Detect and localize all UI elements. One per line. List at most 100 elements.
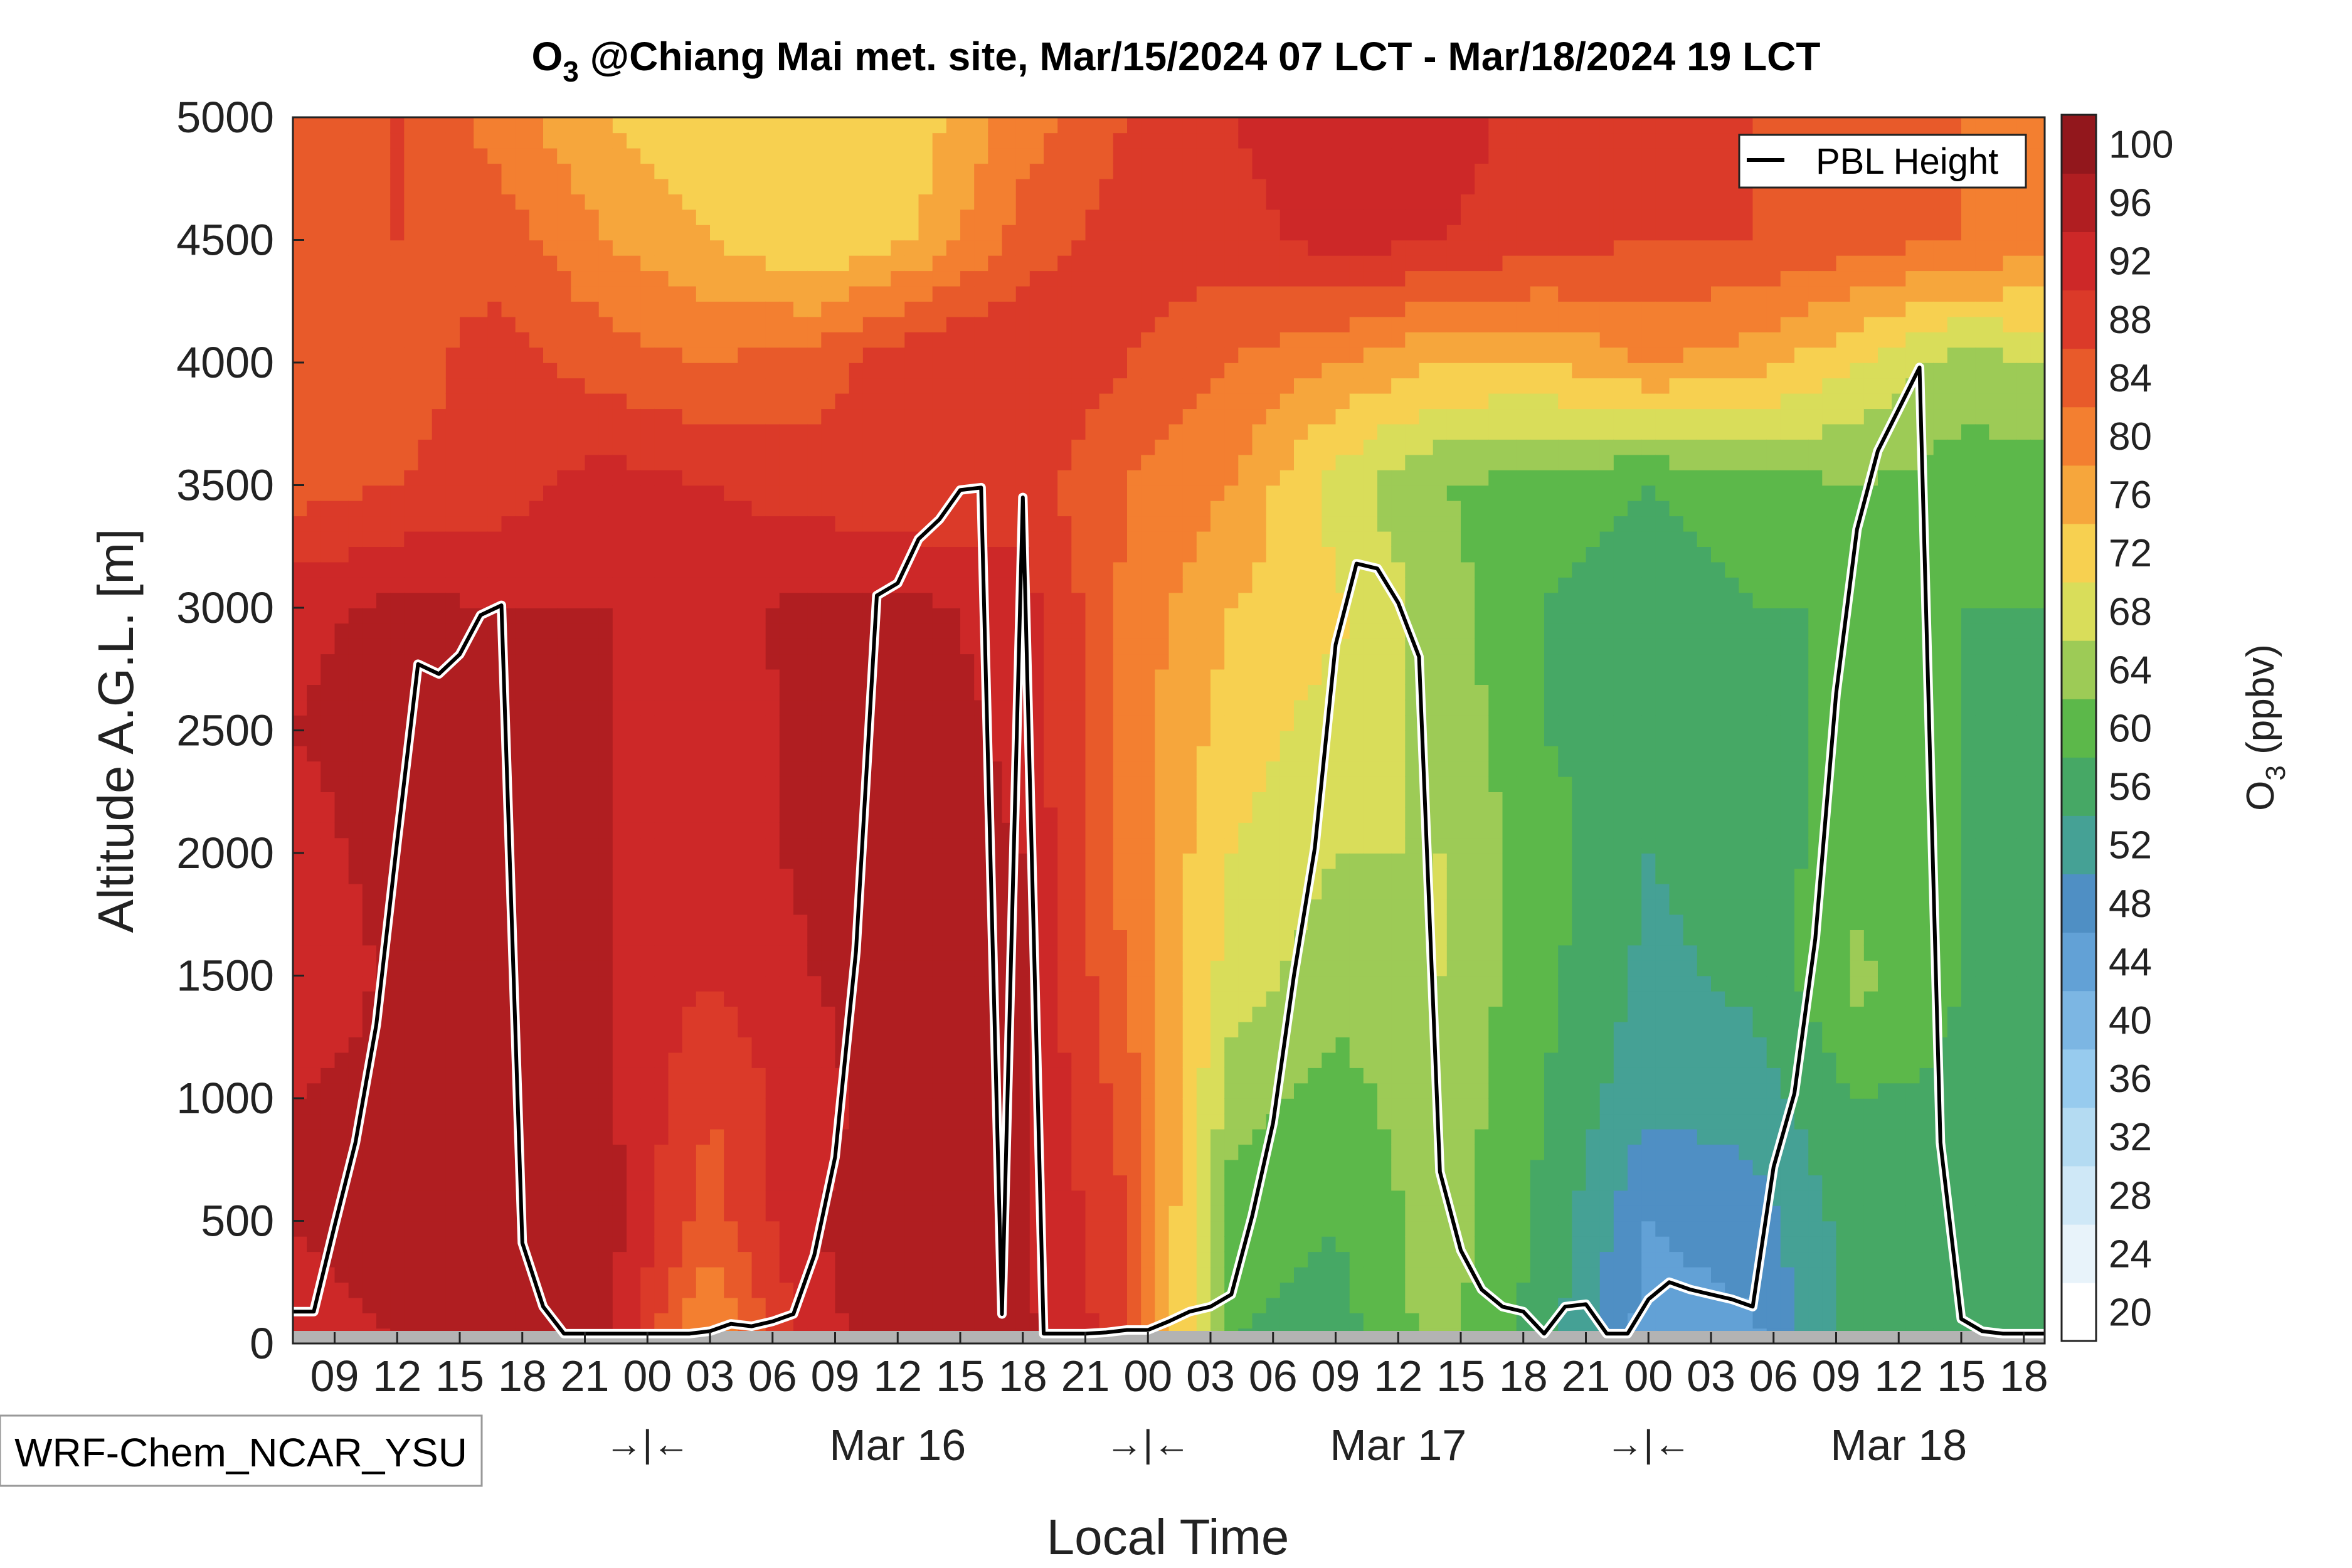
- o3-cell: [751, 1052, 766, 1068]
- o3-cell: [640, 975, 655, 992]
- o3-cell: [585, 745, 600, 762]
- o3-cell: [1071, 592, 1086, 608]
- o3-cell: [891, 163, 906, 179]
- o3-cell: [1057, 1052, 1073, 1068]
- o3-cell: [334, 1037, 349, 1053]
- o3-cell: [1057, 1251, 1073, 1268]
- o3-cell: [1141, 225, 1156, 241]
- o3-cell: [724, 1190, 739, 1206]
- o3-cell: [877, 485, 891, 501]
- o3-cell: [445, 960, 460, 977]
- o3-cell: [1127, 1098, 1142, 1115]
- o3-cell: [877, 393, 891, 410]
- o3-cell: [1099, 1159, 1114, 1175]
- o3-cell: [418, 807, 433, 823]
- o3-cell: [1141, 1021, 1156, 1037]
- o3-cell: [779, 914, 794, 930]
- o3-cell: [320, 1159, 336, 1175]
- o3-cell: [1015, 1236, 1030, 1253]
- o3-cell: [1002, 592, 1017, 608]
- o3-cell: [696, 378, 711, 394]
- o3-cell: [307, 1113, 322, 1130]
- o3-cell: [501, 516, 516, 532]
- o3-cell: [904, 1313, 919, 1329]
- o3-cell: [654, 883, 669, 900]
- o3-cell: [877, 730, 891, 746]
- o3-cell: [946, 1175, 961, 1191]
- o3-cell: [515, 699, 530, 716]
- o3-cell: [807, 255, 822, 272]
- o3-field: [293, 117, 2045, 1343]
- o3-cell: [334, 960, 349, 977]
- o3-cell: [529, 500, 544, 517]
- o3-cell: [765, 1221, 780, 1237]
- o3-cell: [1113, 1297, 1128, 1313]
- o3-cell: [432, 301, 447, 317]
- o3-cell: [515, 209, 530, 225]
- o3-cell: [710, 1006, 724, 1022]
- o3-cell: [835, 776, 850, 792]
- o3-cell: [821, 990, 836, 1007]
- o3-cell: [529, 592, 544, 608]
- o3-cell: [1044, 178, 1058, 194]
- o3-cell: [1029, 240, 1044, 256]
- o3-cell: [779, 285, 794, 302]
- o3-cell: [543, 960, 558, 977]
- o3-cell: [404, 1159, 419, 1175]
- o3-cell: [932, 960, 947, 977]
- o3-cell: [988, 561, 1003, 578]
- o3-cell: [334, 776, 349, 792]
- o3-cell: [571, 1128, 586, 1145]
- o3-cell: [585, 316, 600, 332]
- o3-cell: [627, 316, 641, 332]
- o3-cell: [765, 393, 780, 410]
- o3-cell: [835, 914, 850, 930]
- o3-cell: [487, 822, 502, 839]
- o3-cell: [738, 960, 753, 977]
- o3-cell: [904, 776, 919, 792]
- o3-cell: [668, 500, 683, 517]
- o3-cell: [946, 301, 961, 317]
- o3-cell: [390, 423, 405, 440]
- o3-cell: [307, 1205, 322, 1222]
- o3-cell: [487, 255, 502, 272]
- o3-cell: [1127, 516, 1142, 532]
- o3-cell: [1002, 316, 1017, 332]
- o3-cell: [585, 240, 600, 256]
- o3-cell: [1044, 853, 1058, 869]
- o3-cell: [765, 1006, 780, 1022]
- o3-cell: [390, 516, 405, 532]
- o3-cell: [348, 945, 363, 961]
- o3-cell: [445, 975, 460, 992]
- o3-cell: [404, 1251, 419, 1268]
- o3-cell: [988, 699, 1003, 716]
- o3-cell: [334, 516, 349, 532]
- o3-cell: [627, 423, 641, 440]
- o3-cell: [348, 255, 363, 272]
- o3-cell: [612, 332, 627, 348]
- o3-cell: [654, 132, 669, 149]
- o3-cell: [1099, 1052, 1114, 1068]
- o3-cell: [334, 301, 349, 317]
- o3-cell: [710, 699, 724, 716]
- o3-cell: [571, 654, 586, 670]
- o3-cell: [460, 975, 474, 992]
- o3-cell: [1141, 347, 1156, 363]
- o3-cell: [334, 638, 349, 655]
- o3-cell: [1099, 930, 1114, 946]
- o3-cell: [724, 1159, 739, 1175]
- o3-cell: [1044, 531, 1058, 547]
- o3-cell: [1057, 776, 1073, 792]
- o3-cell: [460, 1083, 474, 1099]
- o3-cell: [418, 1313, 433, 1329]
- o3-cell: [849, 194, 864, 210]
- o3-cell: [793, 684, 808, 701]
- o3-cell: [376, 255, 391, 272]
- o3-cell: [918, 1144, 933, 1160]
- o3-cell: [474, 132, 489, 149]
- o3-cell: [932, 730, 947, 746]
- o3-cell: [557, 1282, 572, 1298]
- o3-cell: [1155, 914, 1170, 930]
- o3-cell: [432, 1236, 447, 1253]
- o3-cell: [320, 147, 336, 164]
